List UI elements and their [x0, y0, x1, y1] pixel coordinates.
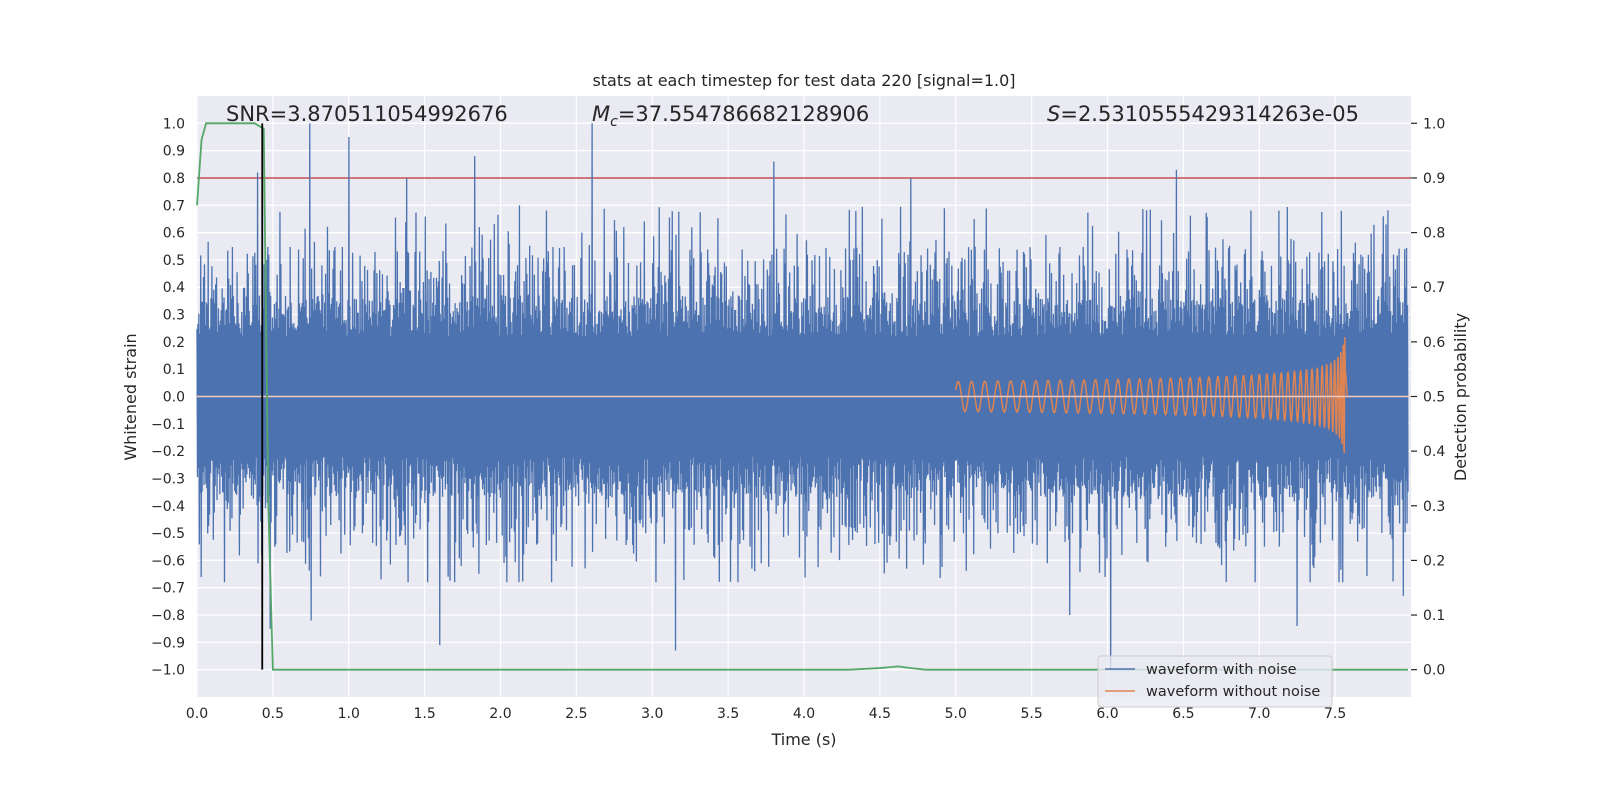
y-tick-label: 0.9: [163, 144, 185, 160]
y2-tick-label: 0.5: [1423, 390, 1445, 406]
chirp-mass-annotation: Mc=37.554786682128906: [592, 102, 869, 130]
y-tick-label: −0.7: [151, 581, 185, 597]
chirp-mass-symbol: M: [592, 102, 610, 126]
y2-tick-label: 0.3: [1423, 499, 1445, 515]
s-symbol: S: [1047, 102, 1060, 126]
legend-label-waveform-without-noise: waveform without noise: [1146, 684, 1320, 700]
y-tick-label: −0.2: [151, 444, 185, 460]
series-waveform-without-noise: [197, 336, 1411, 454]
y-tick-label: −0.1: [151, 417, 185, 433]
chirp-mass-subscript: c: [610, 114, 618, 130]
y2-tick-label: 0.7: [1423, 280, 1445, 296]
x-tick-label: 0.5: [262, 706, 284, 722]
x-tick-label: 1.5: [413, 706, 435, 722]
x-tick-label: 6.0: [1096, 706, 1118, 722]
chirp-mass-value: =37.554786682128906: [618, 102, 869, 126]
chart-title: stats at each timestep for test data 220…: [592, 71, 1015, 90]
x-tick-label: 5.0: [945, 706, 967, 722]
y-tick-label: −0.8: [151, 608, 185, 624]
legend: waveform with noise waveform without noi…: [1097, 655, 1333, 708]
legend-label-waveform-with-noise: waveform with noise: [1146, 662, 1297, 678]
y-tick-label: 0.3: [163, 308, 185, 324]
y-tick-label: −0.9: [151, 635, 185, 651]
x-tick-label: 3.5: [717, 706, 739, 722]
x-tick-label: 7.5: [1324, 706, 1346, 722]
y-tick-label: 0.1: [163, 362, 185, 378]
y-axis-label: Whitened strain: [121, 333, 140, 460]
x-tick-label: 7.0: [1248, 706, 1270, 722]
x-tick-label: 5.5: [1020, 706, 1042, 722]
s-value: =2.5310555429314263e-05: [1060, 102, 1359, 126]
x-tick-label: 2.0: [489, 706, 511, 722]
y-tick-label: 0.5: [163, 253, 185, 269]
y2-tick-label: 0.1: [1423, 608, 1445, 624]
ticks: 0.0 0.5 1.0 1.5 2.0 2.5 3.0 3.5 4.0 4.5 5.0 5.5 6.0 6…: [151, 116, 1445, 722]
y-tick-label: −1.0: [151, 663, 185, 679]
x-tick-label: 6.5: [1172, 706, 1194, 722]
x-tick-label: 0.0: [186, 706, 208, 722]
x-axis-label: Time (s): [770, 730, 836, 749]
y-tick-label: 0.4: [163, 280, 185, 296]
x-tick-label: 1.0: [338, 706, 360, 722]
y-tick-label: −0.3: [151, 471, 185, 487]
y2-tick-label: 1.0: [1423, 116, 1445, 132]
x-tick-label: 4.5: [869, 706, 891, 722]
s-annotation: S=2.5310555429314263e-05: [1047, 102, 1359, 126]
y2-tick-label: 0.6: [1423, 335, 1445, 351]
y2-tick-label: 0.0: [1423, 663, 1445, 679]
y-tick-label: −0.4: [151, 499, 185, 515]
y-tick-label: 1.0: [163, 116, 185, 132]
series-detection-probability: [196, 122, 1408, 671]
chirp-waveform-line: [955, 336, 1349, 454]
y-tick-label: −0.6: [151, 553, 185, 569]
y2-tick-label: 0.9: [1423, 171, 1445, 187]
y2-tick-label: 0.2: [1423, 553, 1445, 569]
snr-annotation: SNR=3.870511054992676: [226, 102, 508, 126]
y-tick-label: 0.0: [163, 390, 185, 406]
x-tick-label: 2.5: [565, 706, 587, 722]
y-tick-label: 0.7: [163, 198, 185, 214]
legend-box: [1097, 655, 1333, 708]
x-tick-label: 3.0: [641, 706, 663, 722]
y-tick-label: −0.5: [151, 526, 185, 542]
y2-tick-label: 0.4: [1423, 444, 1445, 460]
y-tick-label: 0.6: [163, 226, 185, 242]
y2-axis-label: Detection probability: [1451, 313, 1470, 481]
y-tick-label: 0.2: [163, 335, 185, 351]
y-tick-label: 0.8: [163, 171, 185, 187]
x-tick-label: 4.0: [793, 706, 815, 722]
y2-tick-label: 0.8: [1423, 226, 1445, 242]
detection-probability-line: [196, 122, 1408, 671]
